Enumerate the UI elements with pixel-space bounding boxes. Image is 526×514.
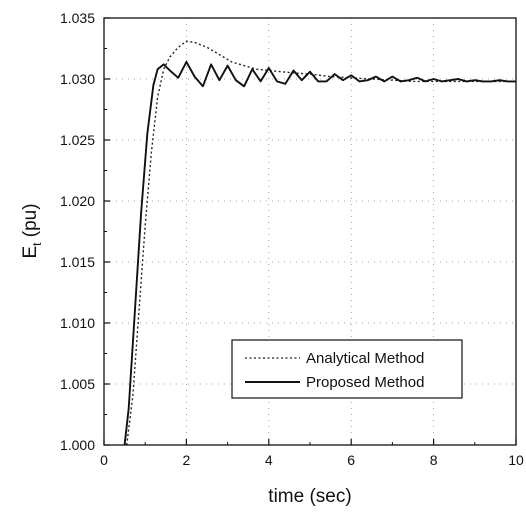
y-tick-label: 1.025 — [60, 132, 95, 148]
axis-ticks: 0 2 4 6 8 10 1.000 1.005 1.010 1.015 1.020 1.025 1.0… — [60, 10, 524, 468]
y-tick-label: 1.020 — [60, 193, 95, 209]
x-tick-label: 8 — [430, 452, 438, 468]
y-tick-label: 1.035 — [60, 10, 95, 26]
y-axis-title-subscript: t — [30, 242, 44, 246]
x-tick-label: 0 — [100, 452, 108, 468]
x-axis-title: time (sec) — [268, 486, 351, 507]
legend-label-proposed: Proposed Method — [306, 374, 424, 391]
y-tick-label: 1.000 — [60, 437, 95, 453]
legend-label-analytical: Analytical Method — [306, 350, 424, 367]
y-axis-title: Et (pu) — [20, 203, 44, 258]
series-line-proposed — [123, 60, 516, 446]
x-tick-label: 10 — [508, 452, 524, 468]
y-axis-title-main: E — [20, 246, 41, 259]
y-tick-label: 1.015 — [60, 254, 95, 270]
y-tick-label: 1.005 — [60, 376, 95, 392]
x-tick-label: 4 — [265, 452, 273, 468]
legend-box — [231, 339, 463, 399]
legend: Analytical Method Proposed Method — [231, 339, 463, 399]
series-layer — [123, 40, 516, 446]
x-tick-label: 6 — [347, 452, 355, 468]
y-axis-title-unit: (pu) — [20, 203, 41, 242]
y-tick-label: 1.010 — [60, 315, 95, 331]
x-tick-label: 2 — [183, 452, 191, 468]
y-tick-label: 1.030 — [60, 71, 95, 87]
